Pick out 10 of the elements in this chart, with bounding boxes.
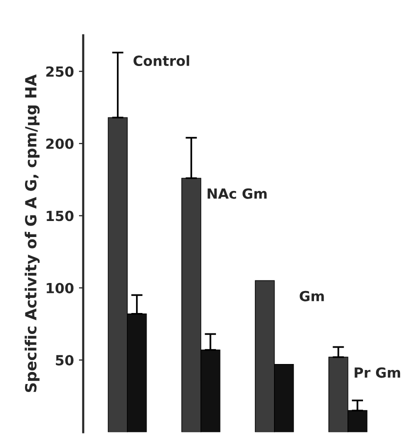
annotation: Control: [134, 55, 190, 66]
y-axis-title: Specific Activity of G A G, cpm/µg HA: [24, 74, 40, 392]
y-tick-label: 200: [46, 138, 74, 149]
y-tick-label: 100: [46, 282, 74, 294]
annotation: Pr Gm: [354, 367, 400, 378]
y-tick-label: 150: [46, 210, 74, 222]
annotation: Gm: [300, 290, 324, 302]
annotation: NAc Gm: [208, 188, 267, 199]
y-tick-label: 250: [46, 66, 74, 77]
y-tick-label: 50: [56, 354, 74, 366]
